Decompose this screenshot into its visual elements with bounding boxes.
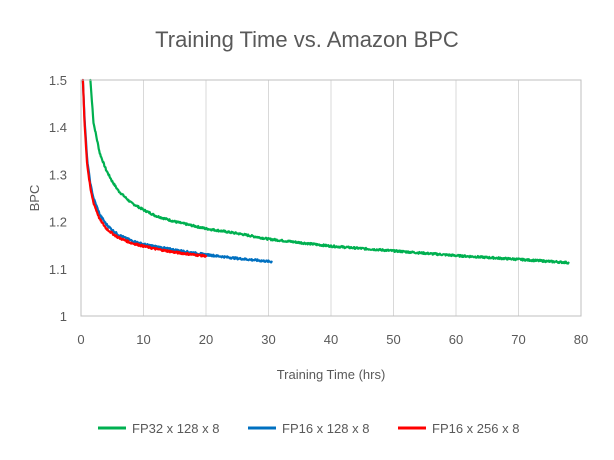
tick-labels: 0 10 20 30 40 50 60 70 80 1 1.1 1.2 1.3 1.4 1.5 bbox=[49, 73, 588, 347]
x-tick-label: 50 bbox=[386, 332, 400, 347]
series-line bbox=[81, 78, 208, 258]
x-tick-label: 20 bbox=[199, 332, 213, 347]
legend-label: FP32 x 128 x 8 bbox=[132, 421, 219, 436]
legend: FP32 x 128 x 8 FP16 x 128 x 8 FP16 x 256 x… bbox=[98, 421, 519, 436]
plot-area-frame bbox=[80, 79, 582, 317]
series-lines bbox=[81, 78, 570, 265]
x-tick-label: 30 bbox=[261, 332, 275, 347]
y-tick-label: 1.3 bbox=[49, 167, 67, 182]
x-tick-label: 80 bbox=[574, 332, 588, 347]
y-tick-label: 1 bbox=[60, 309, 67, 324]
legend-label: FP16 x 256 x 8 bbox=[432, 421, 519, 436]
x-tick-label: 10 bbox=[136, 332, 150, 347]
gridlines bbox=[80, 80, 582, 316]
series-line bbox=[89, 78, 570, 265]
y-tick-label: 1.4 bbox=[49, 120, 67, 135]
x-tick-label: 40 bbox=[324, 332, 338, 347]
x-tick-label: 70 bbox=[511, 332, 525, 347]
y-axis-label: BPC bbox=[27, 185, 42, 212]
y-tick-label: 1.5 bbox=[49, 73, 67, 88]
x-tick-label: 0 bbox=[77, 332, 84, 347]
y-tick-label: 1.1 bbox=[49, 262, 67, 277]
legend-label: FP16 x 128 x 8 bbox=[282, 421, 369, 436]
x-axis-label: Training Time (hrs) bbox=[277, 367, 386, 382]
x-tick-label: 60 bbox=[449, 332, 463, 347]
chart-title: Training Time vs. Amazon BPC bbox=[155, 27, 459, 52]
y-tick-label: 1.2 bbox=[49, 215, 67, 230]
series-line bbox=[81, 78, 273, 264]
